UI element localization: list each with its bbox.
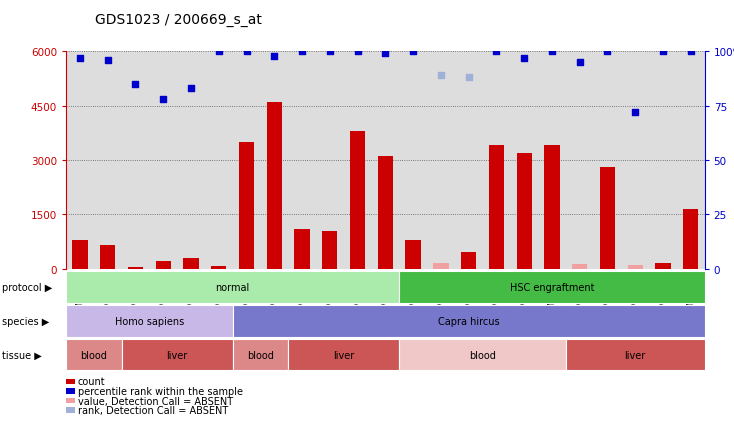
Bar bbox=[572, 265, 587, 269]
Bar bbox=[156, 262, 171, 269]
Point bbox=[490, 49, 502, 56]
Bar bbox=[405, 240, 421, 269]
Text: percentile rank within the sample: percentile rank within the sample bbox=[78, 386, 243, 396]
Text: liver: liver bbox=[333, 350, 355, 360]
Point bbox=[602, 49, 614, 56]
Text: species ▶: species ▶ bbox=[2, 316, 49, 326]
Bar bbox=[322, 231, 338, 269]
Point bbox=[297, 49, 308, 56]
Bar bbox=[433, 263, 448, 269]
Text: count: count bbox=[78, 377, 106, 386]
Point bbox=[546, 49, 558, 56]
Point bbox=[379, 51, 391, 58]
Bar bbox=[489, 146, 504, 269]
Bar bbox=[461, 253, 476, 269]
Point bbox=[269, 53, 280, 60]
Bar bbox=[73, 240, 87, 269]
Bar bbox=[378, 157, 393, 269]
Text: HSC engraftment: HSC engraftment bbox=[509, 282, 595, 292]
Bar bbox=[128, 267, 143, 269]
Point bbox=[74, 55, 86, 62]
Point bbox=[241, 49, 252, 56]
Text: value, Detection Call = ABSENT: value, Detection Call = ABSENT bbox=[78, 396, 233, 405]
Point bbox=[574, 59, 586, 66]
Point bbox=[157, 96, 169, 103]
Bar bbox=[266, 103, 282, 269]
Bar bbox=[239, 142, 254, 269]
Bar bbox=[517, 153, 532, 269]
Point bbox=[435, 72, 447, 79]
Text: tissue ▶: tissue ▶ bbox=[2, 350, 42, 360]
Bar bbox=[628, 266, 643, 269]
Point bbox=[352, 49, 363, 56]
Point bbox=[324, 49, 335, 56]
Bar bbox=[683, 209, 698, 269]
Bar bbox=[211, 266, 226, 269]
Text: blood: blood bbox=[247, 350, 274, 360]
Text: liver: liver bbox=[625, 350, 646, 360]
Text: normal: normal bbox=[216, 282, 250, 292]
Point bbox=[518, 55, 530, 62]
Point bbox=[629, 109, 641, 116]
Text: protocol ▶: protocol ▶ bbox=[2, 282, 52, 292]
Bar bbox=[600, 168, 615, 269]
Text: GDS1023 / 200669_s_at: GDS1023 / 200669_s_at bbox=[95, 13, 262, 27]
Text: Capra hircus: Capra hircus bbox=[437, 316, 499, 326]
Bar bbox=[350, 132, 366, 269]
Point bbox=[462, 75, 474, 82]
Text: Homo sapiens: Homo sapiens bbox=[115, 316, 184, 326]
Bar bbox=[100, 246, 115, 269]
Bar bbox=[655, 263, 671, 269]
Point bbox=[407, 49, 419, 56]
Text: liver: liver bbox=[167, 350, 188, 360]
Point bbox=[213, 49, 225, 56]
Point bbox=[130, 81, 142, 88]
Text: rank, Detection Call = ABSENT: rank, Detection Call = ABSENT bbox=[78, 405, 228, 415]
Text: blood: blood bbox=[469, 350, 496, 360]
Bar bbox=[184, 259, 199, 269]
Point bbox=[185, 85, 197, 92]
Text: blood: blood bbox=[81, 350, 107, 360]
Point bbox=[657, 49, 669, 56]
Point bbox=[685, 49, 697, 56]
Bar bbox=[545, 146, 559, 269]
Point bbox=[102, 57, 114, 64]
Bar bbox=[294, 229, 310, 269]
